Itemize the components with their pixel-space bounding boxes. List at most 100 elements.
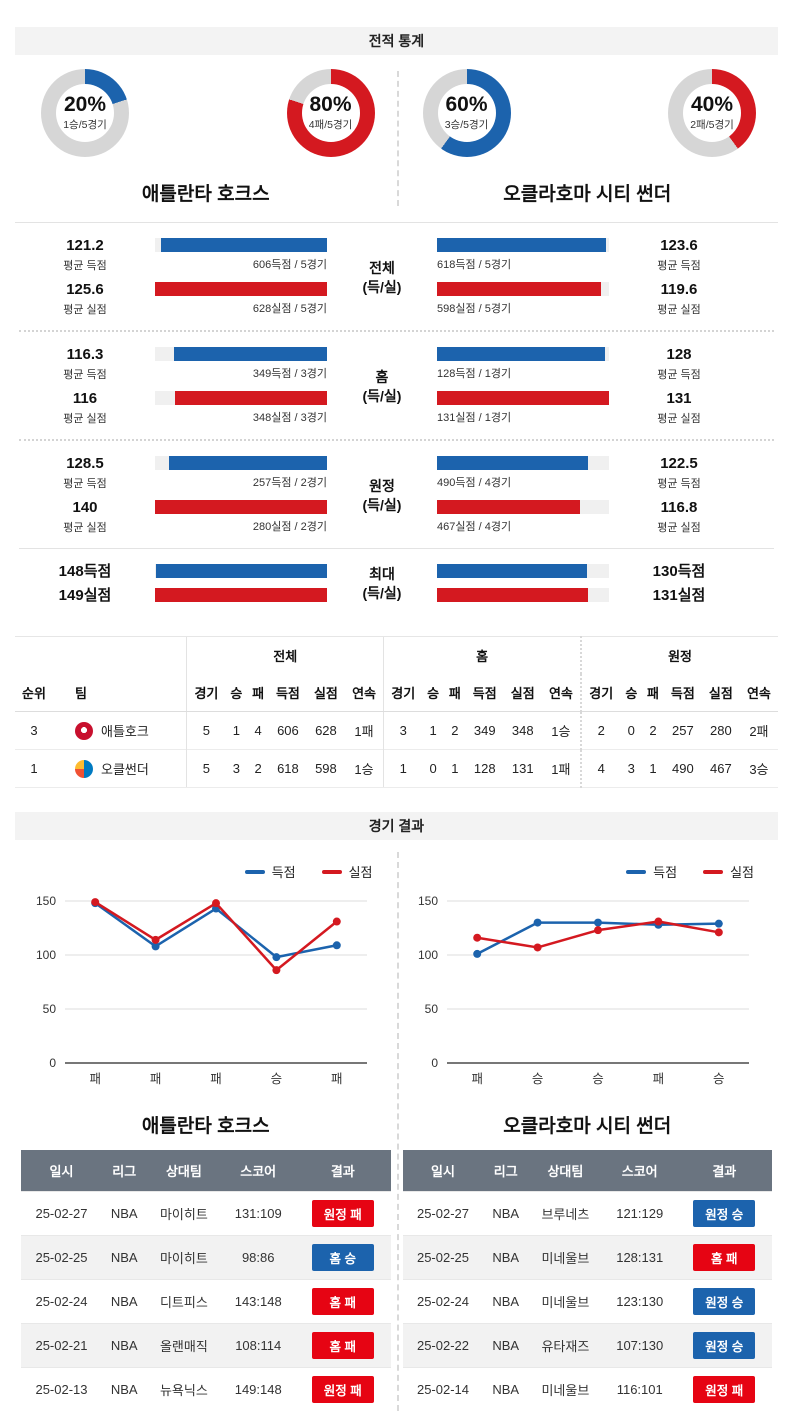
games-col-header: 결과	[677, 1150, 772, 1192]
stat-cell: 280	[702, 712, 740, 750]
col-header-stat: 패	[247, 674, 269, 712]
stat-cell: 348	[504, 712, 542, 750]
game-score: 143:148	[221, 1280, 295, 1324]
loss-rate-donut-left: 80% 4패/5경기	[287, 69, 375, 157]
game-league: NBA	[102, 1236, 146, 1280]
rank-cell: 1	[15, 750, 53, 788]
games-col-header: 리그	[484, 1150, 528, 1192]
data-point	[333, 918, 341, 926]
conceded-line-swatch	[703, 870, 723, 874]
stat-cell: 1패	[542, 750, 581, 788]
stat-cell: 2	[581, 712, 620, 750]
stat-bar-block: 606득점 / 5경기	[155, 238, 327, 272]
stat-bar-track	[437, 347, 609, 361]
stat-bar-block: 131실점 / 1경기	[437, 391, 609, 425]
col-header-stat: 경기	[581, 674, 620, 712]
stat-bar-conceded	[437, 588, 588, 602]
stat-bar-detail: 257득점 / 2경기	[155, 474, 327, 490]
col-header-stat: 연속	[345, 674, 384, 712]
stat-bar-conceded	[437, 282, 601, 296]
stat-value: 148득점	[15, 564, 155, 579]
stat-cell: 2	[247, 750, 269, 788]
stat-cell: 3승	[740, 750, 778, 788]
stat-bar-scored	[161, 238, 327, 252]
col-header-stat: 승	[422, 674, 444, 712]
game-date: 25-02-14	[403, 1368, 484, 1411]
col-header-rank: 순위	[15, 674, 53, 712]
stat-group-label-line1: 원정	[327, 477, 437, 496]
game-league: NBA	[484, 1324, 528, 1368]
game-league: NBA	[102, 1192, 146, 1236]
x-axis-label: 승	[271, 1072, 283, 1086]
stat-bar-block: 618득점 / 5경기	[437, 238, 609, 272]
games-col-header: 결과	[295, 1150, 390, 1192]
legend-scored-label: 득점	[272, 862, 296, 881]
result-badge: 원정 승	[693, 1332, 755, 1359]
game-score: 121:129	[603, 1192, 677, 1236]
game-league: NBA	[484, 1192, 528, 1236]
legend-scored-label: 득점	[653, 862, 677, 881]
col-header-stat: 실점	[504, 674, 542, 712]
y-axis-tick: 0	[49, 1056, 56, 1070]
team-logo-hawks	[75, 722, 93, 740]
col-header-stat: 경기	[384, 674, 423, 712]
game-opponent: 마이히트	[146, 1236, 221, 1280]
stat-value: 140	[15, 500, 155, 515]
game-score: 123:130	[603, 1280, 677, 1324]
col-header-stat: 득점	[466, 674, 504, 712]
stat-cell: 0	[620, 712, 642, 750]
stat-bar-scored	[437, 347, 605, 361]
stat-cell: 4	[581, 750, 620, 788]
donut-sublabel: 4패/5경기	[309, 117, 353, 132]
stat-bar-detail: 348실점 / 3경기	[155, 409, 327, 425]
stat-value: 131실점	[609, 588, 749, 603]
stat-bar-track	[437, 500, 609, 514]
stat-bar-scored	[437, 238, 606, 252]
x-axis-label: 패	[89, 1072, 101, 1086]
data-point	[152, 936, 160, 944]
games-col-header: 스코어	[221, 1150, 295, 1192]
stat-bar-detail: 131실점 / 1경기	[437, 409, 609, 425]
win-rate-donut-right: 60% 3승/5경기	[423, 69, 511, 157]
stat-bar-detail: 349득점 / 3경기	[155, 365, 327, 381]
stat-bar-block: 490득점 / 4경기	[437, 456, 609, 490]
x-axis-label: 승	[713, 1072, 725, 1086]
result-badge: 원정 승	[693, 1200, 755, 1227]
team-cell: 오클썬더	[53, 750, 187, 788]
stat-cell: 3	[620, 750, 642, 788]
stat-value-block: 121.2 평균 득점	[15, 238, 155, 273]
data-point	[533, 943, 541, 951]
donut-percent: 20%	[64, 94, 106, 116]
chart-legend: 득점 실점	[403, 850, 773, 881]
stat-value-label: 평균 득점	[609, 475, 749, 491]
right-results-title: 오클라호마 시티 썬더	[403, 1111, 773, 1138]
stat-value: 121.2	[15, 238, 155, 253]
stat-bar-track	[155, 391, 327, 405]
stat-value-block: 131실점	[609, 588, 749, 603]
game-date: 25-02-22	[403, 1324, 484, 1368]
col-header-stat: 경기	[187, 674, 226, 712]
result-badge: 원정 패	[693, 1376, 755, 1403]
stat-bar-block	[437, 588, 609, 602]
stat-value-label: 평균 득점	[15, 257, 155, 273]
legend-conceded: 실점	[703, 862, 754, 881]
game-date: 25-02-24	[403, 1280, 484, 1324]
game-result-cell: 원정 승	[677, 1324, 772, 1368]
stat-value: 116.8	[609, 500, 749, 515]
game-result-cell: 홈 패	[295, 1280, 390, 1324]
